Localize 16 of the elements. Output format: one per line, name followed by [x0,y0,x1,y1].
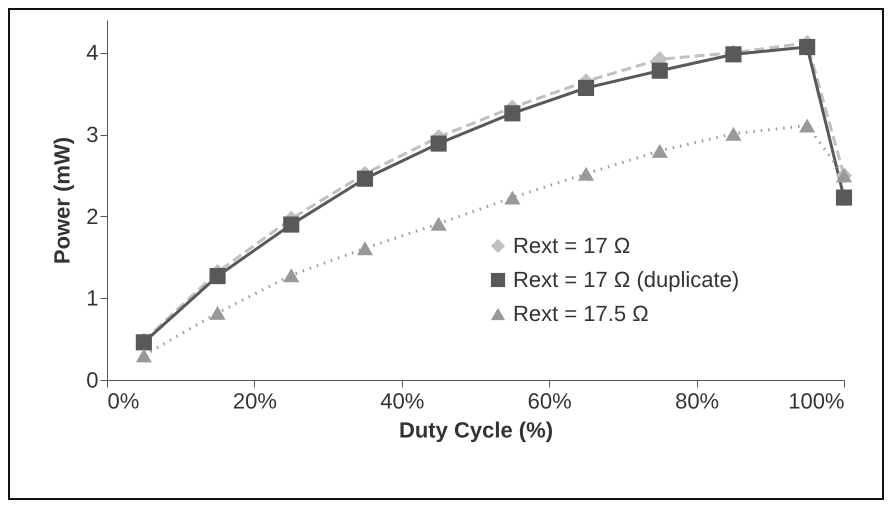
x-tick-label: 0% [108,388,140,414]
x-tick-label: 60% [528,388,572,414]
x-tick-label: 100% [788,388,844,414]
legend-label: Rext = 17.5 Ω [513,301,649,326]
x-tick-label: 80% [675,388,720,414]
y-tick-label: 3 [86,122,98,148]
y-tick-label: 4 [86,40,98,66]
legend-label: Rext = 17 Ω (duplicate) [513,267,740,292]
y-axis-title: Power (mW) [49,136,74,264]
x-tick-label: 40% [380,388,424,414]
legend-label: Rext = 17 Ω [513,233,630,258]
x-axis-title: Duty Cycle (%) [398,418,554,442]
y-tick-label: 0 [86,368,98,392]
x-tick-label: 20% [232,388,277,414]
y-tick-label: 2 [86,204,98,229]
y-tick-label: 1 [86,286,98,311]
